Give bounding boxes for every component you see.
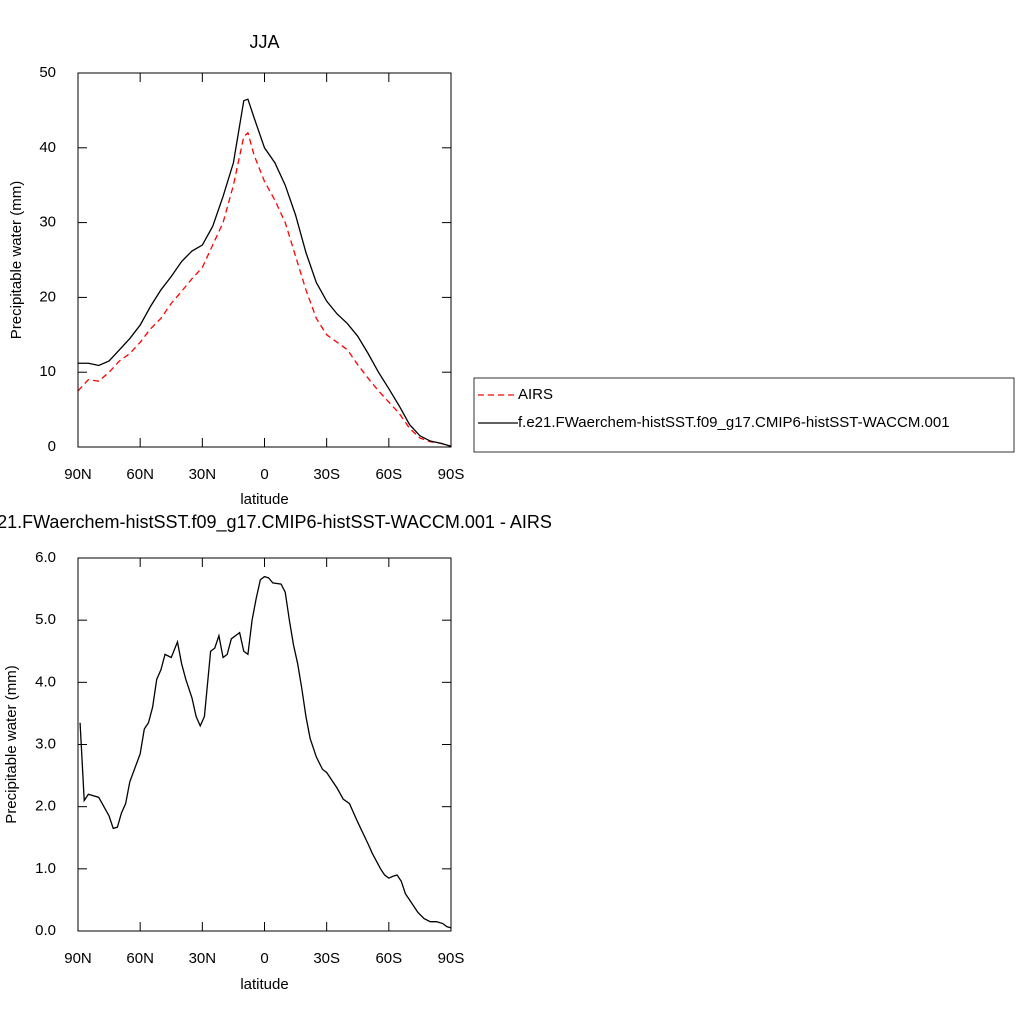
x-axis-label: latitude [240, 491, 288, 508]
x-tick-label: 0 [260, 466, 268, 483]
x-tick-label: 60S [375, 466, 402, 483]
x-tick-label: 60N [126, 466, 154, 483]
y-tick-label: 3.0 [35, 735, 56, 752]
plot-frame [77, 557, 452, 932]
legend-label: AIRS [518, 386, 553, 403]
x-tick-label: 0 [260, 950, 268, 967]
x-tick-label: 30S [313, 950, 340, 967]
legend-label: f.e21.FWaerchem-histSST.f09_g17.CMIP6-hi… [518, 414, 950, 431]
y-tick-label: 1.0 [35, 860, 56, 877]
x-tick-label: 30N [189, 950, 217, 967]
y-tick-label: 40 [39, 139, 56, 156]
x-tick-label: 90S [438, 950, 465, 967]
y-tick-label: 2.0 [35, 798, 56, 815]
y-tick-label: 50 [39, 64, 56, 81]
y-tick-label: 10 [39, 363, 56, 380]
x-tick-label: 60S [375, 950, 402, 967]
chart-title: JJA [249, 32, 279, 52]
plot-frame [77, 72, 452, 448]
x-tick-label: 90N [64, 950, 92, 967]
data-line [77, 131, 452, 447]
data-line [79, 575, 452, 929]
y-axis-label: Precipitable water (mm) [3, 665, 20, 823]
x-tick-label: 90S [438, 466, 465, 483]
y-tick-label: 0 [48, 438, 56, 455]
y-tick-label: 20 [39, 288, 56, 305]
y-tick-label: 4.0 [35, 673, 56, 690]
x-tick-label: 30N [189, 466, 217, 483]
legend-box [473, 377, 1015, 453]
x-tick-label: 30S [313, 466, 340, 483]
y-tick-label: 6.0 [35, 549, 56, 566]
y-axis-label: Precipitable water (mm) [8, 181, 25, 339]
x-tick-label: 90N [64, 466, 92, 483]
y-tick-label: 5.0 [35, 611, 56, 628]
chart-title: f.e21.FWaerchem-histSST.f09_g17.CMIP6-hi… [0, 512, 552, 533]
x-tick-label: 60N [126, 950, 154, 967]
data-line [78, 98, 452, 447]
y-tick-label: 30 [39, 214, 56, 231]
x-axis-label: latitude [240, 976, 288, 993]
y-tick-label: 0.0 [35, 922, 56, 939]
